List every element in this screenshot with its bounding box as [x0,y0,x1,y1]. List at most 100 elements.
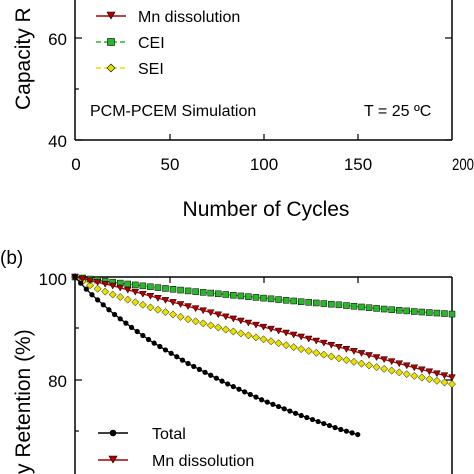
data-point-total [100,302,106,308]
data-point-cei [448,310,456,318]
data-point-cei [275,296,282,303]
data-point-total [298,412,304,419]
data-point-cei [433,309,441,317]
data-point-total [309,416,316,423]
panel-a-x-tick-150: 150 [344,155,372,174]
data-point-mn-dissolution [433,370,441,378]
data-point-cei [207,289,214,297]
data-point-sei [101,287,110,296]
data-point-total [191,363,197,370]
data-point-total [106,307,112,313]
data-point-mn-dissolution [259,323,268,331]
panel-b-label: (b) [0,248,23,269]
data-point-cei [252,294,260,301]
data-point-sei [387,366,396,375]
data-point-sei [395,368,404,377]
panel-a-legend: Mn dissolution CEI SEI [96,9,240,78]
data-point-sei [161,308,170,317]
data-point-sei [334,354,343,363]
data-point-mn-dissolution [448,374,456,382]
diamond-icon [106,63,116,73]
data-point-total [179,357,186,363]
data-point-sei [417,373,426,382]
data-point-sei [327,352,336,361]
data-point-cei [215,290,222,298]
data-point-sei [402,370,411,379]
panel-a-y-ticks [75,37,452,141]
data-point-cei [350,303,358,310]
data-point-sei [169,310,177,319]
data-point-total [117,316,123,322]
series-total [72,274,361,438]
data-point-total [196,366,203,372]
data-point-total [219,378,225,384]
panel-b-y-tick-80: 80 [48,372,67,391]
data-point-cei [154,284,162,291]
panel-a-x-tick-100: 100 [250,155,278,174]
data-point-sei [191,317,200,326]
data-point-cei [305,299,312,306]
panel-a-y-axis-label: Capacity R [12,7,35,110]
data-point-cei [184,287,192,295]
data-point-sei [267,337,275,346]
data-point-cei [139,282,147,290]
data-point-mn-dissolution [93,279,102,286]
data-point-cei [320,300,328,307]
data-point-cei [230,291,237,299]
data-point-cei [222,291,230,298]
data-point-sei [365,361,374,370]
data-point-total [264,399,270,405]
data-point-total [89,292,95,298]
data-point-total [230,383,236,390]
data-point-sei [289,343,298,352]
data-point-mn-dissolution [108,282,117,290]
data-point-mn-dissolution [131,288,140,296]
legend-item-mn-dissolution: Mn dissolution [96,9,240,26]
panel-a-x-ticks [169,134,359,140]
down-triangle-icon [108,455,118,464]
data-point-mn-dissolution [214,311,223,319]
data-point-cei [343,302,350,309]
legend-label: Mn dissolution [152,453,254,470]
circle-icon [109,429,117,437]
data-point-sei [199,319,208,328]
data-point-mn-dissolution [289,331,298,339]
data-point-total [145,336,152,343]
data-point-mn-dissolution [425,368,434,376]
data-point-total [208,372,214,378]
data-point-sei [131,298,140,307]
down-triangle-icon [106,11,116,20]
panel-b-y-tick-100: 100 [39,270,67,289]
data-point-sei [116,293,125,302]
data-point-total [185,360,191,367]
panel-a-x-tick-50: 50 [161,155,180,174]
panel-b-series [71,273,456,438]
data-point-total [281,406,287,412]
data-point-mn-dissolution [418,366,426,374]
data-point-cei [267,295,275,303]
legend-label: Mn dissolution [138,9,240,26]
data-point-mn-dissolution [357,350,366,357]
panel-a-x-tick-200: 200 [452,155,474,174]
data-point-sei [282,341,291,350]
data-point-mn-dissolution [380,356,388,364]
data-point-total [72,274,78,280]
data-point-total [225,381,231,387]
data-point-cei [313,299,320,307]
panel-a-x-tick-0: 0 [71,155,80,174]
data-point-cei [328,300,335,308]
data-point-cei [147,283,154,291]
data-point-total [332,424,338,431]
panel-a-y-tick-60: 60 [48,30,67,49]
legend-item-cei: CEI [96,35,165,52]
data-point-cei [282,297,290,304]
data-point-total [253,394,259,400]
legend-item-mn-dissolution: Mn dissolution [98,453,254,470]
legend-label: CEI [138,35,165,52]
data-point-sei [206,321,215,330]
data-point-sei [410,371,419,380]
data-point-mn-dissolution [116,284,125,292]
data-point-total [292,410,299,416]
data-point-mn-dissolution [319,339,328,347]
series-mn-dissolution [71,273,456,382]
